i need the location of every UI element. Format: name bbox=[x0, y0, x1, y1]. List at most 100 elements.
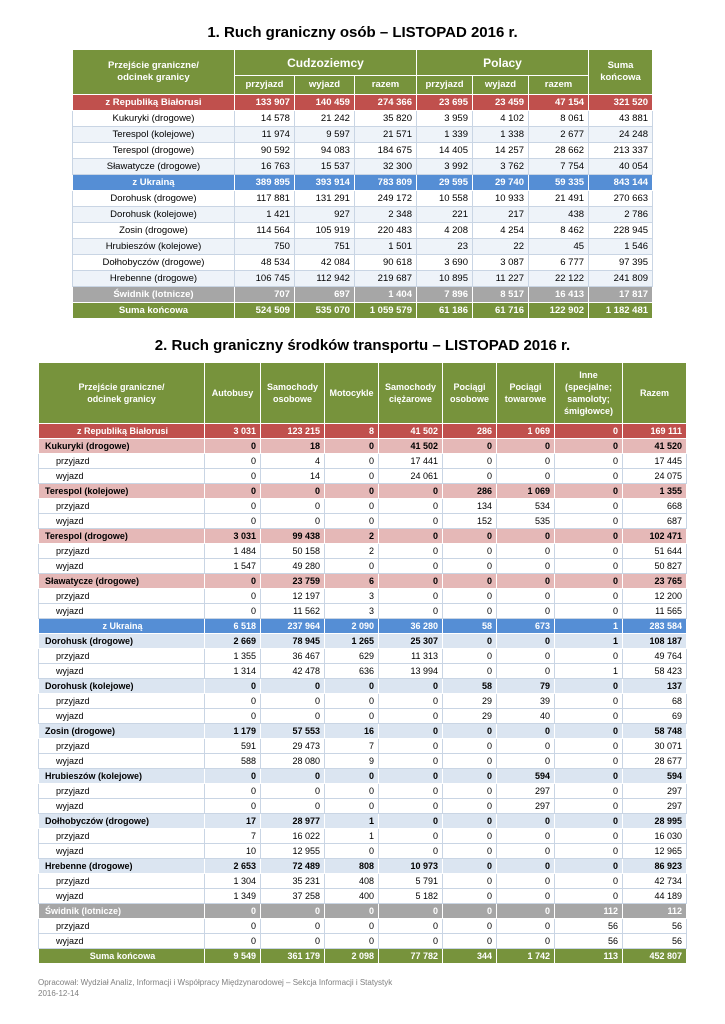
row-label: Dorohusk (kolejowe) bbox=[38, 678, 205, 694]
table-row: Suma końcowa 524 509 535 070 1 059 579 61 18… bbox=[71, 302, 654, 319]
cell-value: 56 bbox=[622, 918, 687, 934]
cell-value: 0 bbox=[496, 663, 555, 679]
cell-value: 61 716 bbox=[472, 302, 529, 319]
cell-value: 0 bbox=[204, 903, 261, 919]
cell-value: 14 bbox=[260, 468, 325, 484]
cell-value: 5 791 bbox=[378, 873, 443, 889]
cell-value: 6 777 bbox=[527, 254, 590, 271]
cell-value: 0 bbox=[496, 888, 555, 904]
cell-value: 0 bbox=[204, 783, 261, 799]
cell-value: 7 bbox=[324, 738, 379, 754]
cell-value: 0 bbox=[324, 918, 379, 934]
table-row: Dorohusk (drogowe) 2 669 78 945 1 265 25 307… bbox=[38, 633, 687, 649]
cell-value: 35 820 bbox=[353, 110, 418, 127]
cell-value: 1 338 bbox=[472, 126, 529, 143]
cell-value: 751 bbox=[293, 238, 355, 255]
cell-value: 0 bbox=[324, 798, 379, 814]
table-row: Dołhobyczów (drogowe) 17 28 977 1 0 0 0 0 28 995 bbox=[38, 813, 687, 829]
cell-value: 0 bbox=[496, 528, 555, 544]
cell-value: 0 bbox=[378, 573, 443, 589]
cell-value: 0 bbox=[204, 768, 261, 784]
table-row: Kukuryki (drogowe) 14 578 21 242 35 820 3 95… bbox=[71, 110, 654, 127]
cell-value: 219 687 bbox=[353, 270, 418, 287]
cell-value: 29 595 bbox=[416, 174, 473, 191]
cell-value: 249 172 bbox=[353, 190, 418, 207]
cell-value: 137 bbox=[622, 678, 687, 694]
cell-value: 1 304 bbox=[204, 873, 261, 889]
cell-value: 286 bbox=[442, 483, 497, 499]
cell-value: 0 bbox=[378, 843, 443, 859]
cell-value: 0 bbox=[324, 708, 379, 724]
cell-value: 0 bbox=[378, 768, 443, 784]
row-label: wyjazd bbox=[38, 888, 205, 904]
table-row: przyjazd 0 0 0 0 0 297 0 297 bbox=[38, 783, 687, 799]
cell-value: 534 bbox=[496, 498, 555, 514]
cell-value: 0 bbox=[442, 558, 497, 574]
col-header-freight-trains: Pociągi towarowe bbox=[496, 362, 555, 424]
cell-value: 237 964 bbox=[260, 618, 325, 634]
cell-value: 0 bbox=[324, 768, 379, 784]
cell-value: 41 502 bbox=[378, 438, 443, 454]
cell-value: 42 084 bbox=[293, 254, 355, 271]
cell-value: 11 565 bbox=[622, 603, 687, 619]
cell-value: 23 765 bbox=[622, 573, 687, 589]
cell-value: 4 208 bbox=[416, 222, 473, 239]
cell-value: 0 bbox=[378, 603, 443, 619]
cell-value: 0 bbox=[496, 903, 555, 919]
cell-value: 0 bbox=[496, 633, 555, 649]
cell-value: 0 bbox=[260, 498, 325, 514]
cell-value: 0 bbox=[442, 888, 497, 904]
cell-value: 588 bbox=[204, 753, 261, 769]
cell-value: 1 339 bbox=[416, 126, 473, 143]
cell-value: 393 914 bbox=[293, 174, 355, 191]
table-row: z Republiką Białorusi 3 031 123 215 8 41 502… bbox=[38, 423, 687, 439]
cell-value: 0 bbox=[204, 513, 261, 529]
cell-value: 0 bbox=[496, 438, 555, 454]
cell-value: 0 bbox=[496, 843, 555, 859]
cell-value: 697 bbox=[293, 286, 355, 303]
cell-value: 7 bbox=[204, 828, 261, 844]
cell-value: 10 973 bbox=[378, 858, 443, 874]
cell-value: 0 bbox=[378, 738, 443, 754]
cell-value: 122 902 bbox=[527, 302, 590, 319]
cell-value: 0 bbox=[204, 588, 261, 604]
col-header-passenger-trains: Pociągi osobowe bbox=[442, 362, 497, 424]
cell-value: 4 254 bbox=[472, 222, 529, 239]
cell-value: 0 bbox=[204, 708, 261, 724]
row-label: Dołhobyczów (drogowe) bbox=[71, 254, 235, 271]
cell-value: 1 404 bbox=[353, 286, 418, 303]
cell-value: 438 bbox=[527, 206, 590, 223]
cell-value: 8 517 bbox=[472, 286, 529, 303]
col-header-poles-departure: wyjazd bbox=[472, 75, 529, 95]
cell-value: 0 bbox=[554, 888, 623, 904]
cell-value: 0 bbox=[204, 603, 261, 619]
table-row: Zosin (drogowe) 114 564 105 919 220 483 4 20… bbox=[71, 222, 654, 239]
cell-value: 0 bbox=[442, 843, 497, 859]
cell-value: 16 022 bbox=[260, 828, 325, 844]
cell-value: 15 537 bbox=[293, 158, 355, 175]
cell-value: 0 bbox=[442, 468, 497, 484]
footer: Opracował: Wydział Analiz, Informacji i … bbox=[38, 977, 725, 999]
cell-value: 40 bbox=[496, 708, 555, 724]
cell-value: 11 313 bbox=[378, 648, 443, 664]
cell-value: 48 534 bbox=[233, 254, 295, 271]
table-row: Sławatycze (drogowe) 16 763 15 537 32 300 3 … bbox=[71, 158, 654, 175]
col-header-foreigners-arrival: przyjazd bbox=[233, 75, 295, 95]
cell-value: 2 348 bbox=[353, 206, 418, 223]
cell-value: 286 bbox=[442, 423, 497, 439]
cell-value: 0 bbox=[378, 543, 443, 559]
cell-value: 2 669 bbox=[204, 633, 261, 649]
cell-value: 0 bbox=[260, 708, 325, 724]
cell-value: 0 bbox=[554, 513, 623, 529]
cell-value: 43 881 bbox=[588, 110, 654, 127]
cell-value: 1 355 bbox=[622, 483, 687, 499]
cell-value: 131 291 bbox=[293, 190, 355, 207]
cell-value: 0 bbox=[554, 543, 623, 559]
cell-value: 1 355 bbox=[204, 648, 261, 664]
table-row: wyjazd 0 0 0 0 29 40 0 69 bbox=[38, 708, 687, 724]
cell-value: 361 179 bbox=[260, 948, 325, 964]
cell-value: 668 bbox=[622, 498, 687, 514]
row-label: przyjazd bbox=[38, 498, 205, 514]
cell-value: 0 bbox=[204, 933, 261, 949]
cell-value: 0 bbox=[554, 678, 623, 694]
